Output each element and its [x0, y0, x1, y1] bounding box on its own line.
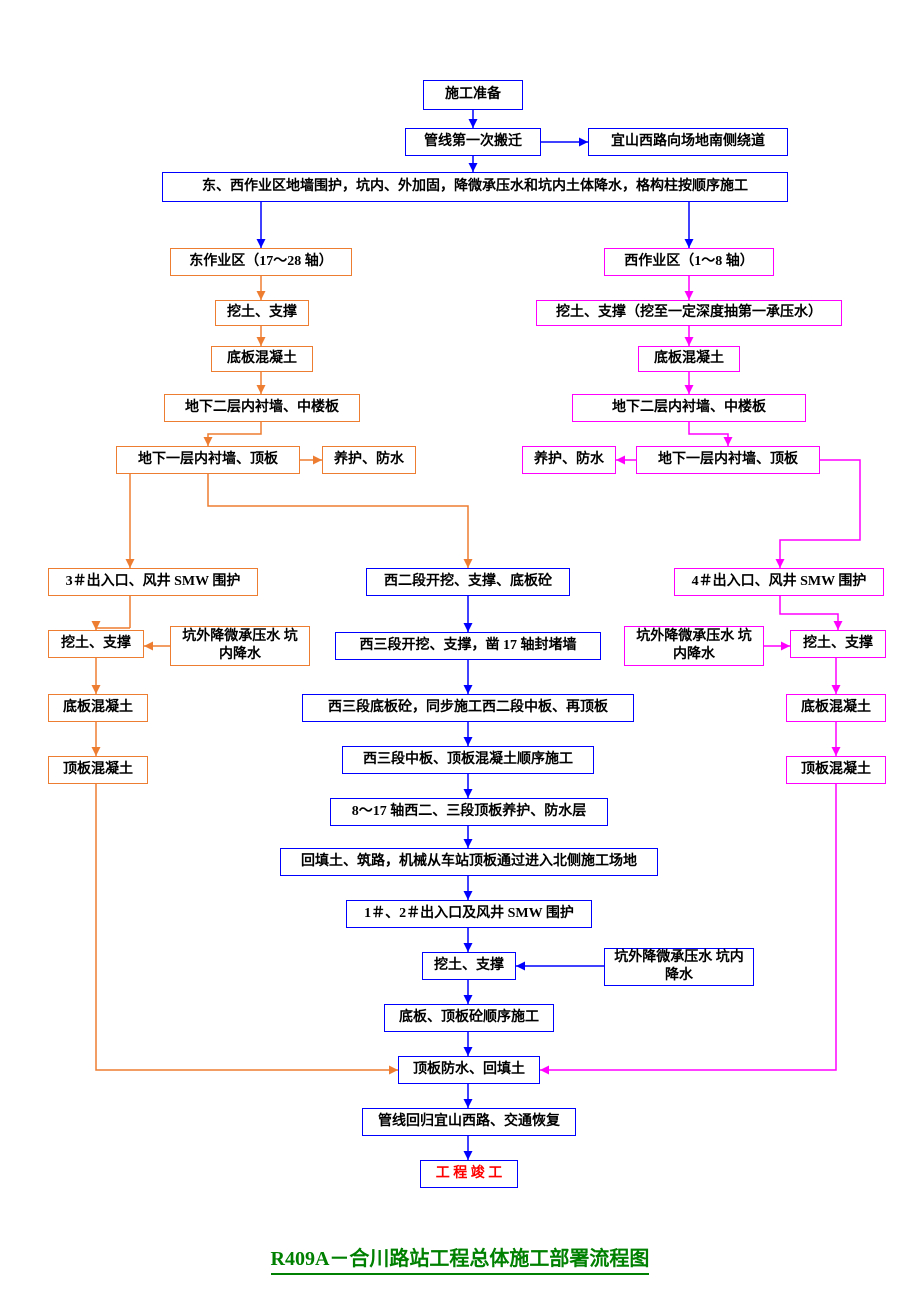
node-m6: 回填土、筑路，机械从车站顶板通过进入北侧施工场地: [280, 848, 658, 876]
node-m4: 西三段中板、顶板混凝土顺序施工: [342, 746, 594, 774]
node-w2: 挖土、支撑（挖至一定深度抽第一承压水）: [536, 300, 842, 326]
node-n4: 东、西作业区地墙围护，坑内、外加固，降微承压水和坑内土体降水，格构柱按顺序施工: [162, 172, 788, 202]
edge: [208, 474, 468, 568]
node-w4: 地下二层内衬墙、中楼板: [572, 394, 806, 422]
diagram-title-wrap: R409A－合川路站工程总体施工部署流程图: [0, 1242, 920, 1275]
node-e5: 地下一层内衬墙、顶板: [116, 446, 300, 474]
edge: [780, 460, 860, 568]
node-m5: 8～17 轴西二、三段顶板养护、防水层: [330, 798, 608, 826]
node-mS: 坑外降微承压水 坑内降水: [604, 948, 754, 986]
node-w6: 养护、防水: [522, 446, 616, 474]
node-m2: 西三段开挖、支撑，凿 17 轴封堵墙: [335, 632, 601, 660]
node-m12: 工 程 竣 工: [420, 1160, 518, 1188]
node-L1: 3＃出入口、风井 SMW 围护: [48, 568, 258, 596]
edge: [689, 422, 728, 446]
node-R2: 挖土、支撑: [790, 630, 886, 658]
node-RS: 坑外降微承压水 坑内降水: [624, 626, 764, 666]
node-w1: 西作业区（1～8 轴）: [604, 248, 774, 276]
node-m10: 顶板防水、回填土: [398, 1056, 540, 1084]
node-m7: 1＃、2＃出入口及风井 SMW 围护: [346, 900, 592, 928]
node-m9: 底板、顶板砼顺序施工: [384, 1004, 554, 1032]
node-n2: 管线第一次搬迁: [405, 128, 541, 156]
node-n3: 宜山西路向场地南侧绕道: [588, 128, 788, 156]
node-m3: 西三段底板砼，同步施工西二段中板、再顶板: [302, 694, 634, 722]
edge: [96, 596, 130, 630]
node-e1: 东作业区（17～28 轴）: [170, 248, 352, 276]
edge: [208, 422, 261, 446]
node-m8: 挖土、支撑: [422, 952, 516, 980]
edge: [780, 596, 838, 630]
node-R3: 底板混凝土: [786, 694, 886, 722]
node-L4: 顶板混凝土: [48, 756, 148, 784]
node-L2: 挖土、支撑: [48, 630, 144, 658]
node-e3: 底板混凝土: [211, 346, 313, 372]
node-L3: 底板混凝土: [48, 694, 148, 722]
node-LS: 坑外降微承压水 坑内降水: [170, 626, 310, 666]
node-R4: 顶板混凝土: [786, 756, 886, 784]
node-e2: 挖土、支撑: [215, 300, 309, 326]
diagram-title: R409A－合川路站工程总体施工部署流程图: [271, 1242, 650, 1275]
node-m11: 管线回归宜山西路、交通恢复: [362, 1108, 576, 1136]
node-n1: 施工准备: [423, 80, 523, 110]
node-e6: 养护、防水: [322, 446, 416, 474]
node-w5: 地下一层内衬墙、顶板: [636, 446, 820, 474]
node-m1: 西二段开挖、支撑、底板砼: [366, 568, 570, 596]
node-R1: 4＃出入口、风井 SMW 围护: [674, 568, 884, 596]
node-w3: 底板混凝土: [638, 346, 740, 372]
node-e4: 地下二层内衬墙、中楼板: [164, 394, 360, 422]
flowchart-page: R409A－合川路站工程总体施工部署流程图 施工准备管线第一次搬迁 宜山西路向场地…: [0, 0, 920, 1302]
